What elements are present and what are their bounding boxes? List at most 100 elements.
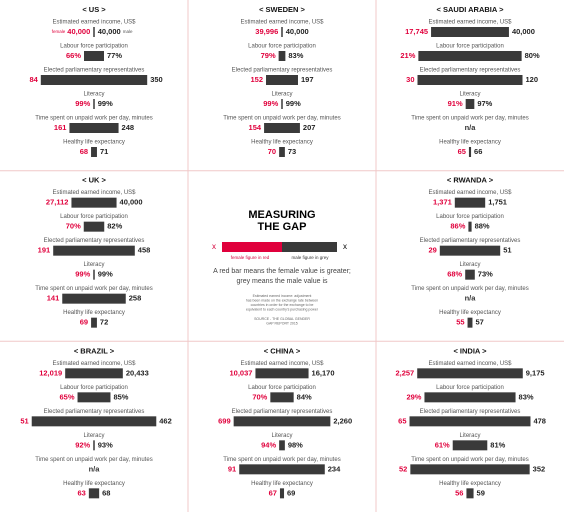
female-value: 69 xyxy=(80,318,88,327)
metric-label: Estimated earned income, US$ xyxy=(52,20,136,26)
legend-note: has been made on the exchange rate betwe… xyxy=(246,298,318,302)
male-value: 51 xyxy=(503,246,511,255)
female-value: 65 xyxy=(458,147,466,156)
female-value: 99% xyxy=(75,270,90,279)
legend-marker: x xyxy=(343,242,347,251)
legend-red-bar xyxy=(222,242,282,252)
metric-label: Labour force participation xyxy=(60,385,128,391)
gap-bar xyxy=(93,27,95,37)
metric-label: Time spent on unpaid work per day, minut… xyxy=(223,457,340,463)
panel-title: < SWEDEN > xyxy=(259,5,305,14)
metric-label: Elected parliamentary representatives xyxy=(44,238,145,244)
male-value: 69 xyxy=(287,488,295,497)
male-value: 1,751 xyxy=(488,198,507,207)
metric-label: Time spent on unpaid work per day, minut… xyxy=(35,457,152,463)
male-value: 458 xyxy=(138,246,151,255)
metric-label: Time spent on unpaid work per day, minut… xyxy=(35,116,152,122)
female-value: 39,996 xyxy=(255,27,278,36)
female-value: 65 xyxy=(398,416,406,425)
metric-label: Healthy life expectancy xyxy=(63,481,125,487)
gap-bar xyxy=(467,317,473,328)
legend-title: THE GAP xyxy=(258,221,307,233)
female-value: 30 xyxy=(406,75,414,84)
gap-bar xyxy=(91,317,97,328)
gap-bar xyxy=(281,27,283,37)
metric-label: Elected parliamentary representatives xyxy=(420,409,521,415)
metric-label: Healthy life expectancy xyxy=(63,140,125,146)
metric-label: Healthy life expectancy xyxy=(439,481,501,487)
panel-title: < CHINA > xyxy=(264,346,301,355)
male-value: 99% xyxy=(98,270,113,279)
not-available: n/a xyxy=(465,123,477,132)
metric-label: Elected parliamentary representatives xyxy=(420,68,521,74)
gap-bar xyxy=(69,123,119,133)
gap-bar xyxy=(278,51,286,61)
male-value: 83% xyxy=(288,51,303,60)
male-value: 99% xyxy=(98,99,113,108)
male-value: 84% xyxy=(297,392,312,401)
gap-bar xyxy=(93,99,95,109)
gap-bar xyxy=(40,75,148,85)
female-value: 12,019 xyxy=(39,368,62,377)
male-value: 77% xyxy=(107,51,122,60)
legend-marker: x xyxy=(212,242,216,251)
metric-label: Literacy xyxy=(83,433,104,439)
female-value: 141 xyxy=(47,294,60,303)
gap-bar xyxy=(71,197,117,208)
legend-note: Estimated earned income: adjustment xyxy=(253,294,312,298)
male-value: 16,170 xyxy=(312,368,335,377)
gap-bar xyxy=(418,51,522,61)
metric-label: Labour force participation xyxy=(436,214,504,220)
female-value: 699 xyxy=(218,416,231,425)
gap-bar xyxy=(468,221,472,232)
male-value: 83% xyxy=(519,392,534,401)
female-value: 65% xyxy=(60,392,75,401)
metric-label: Literacy xyxy=(459,433,480,439)
female-value: 61% xyxy=(435,440,450,449)
male-value: 68 xyxy=(102,488,110,497)
metric-label: Healthy life expectancy xyxy=(439,140,501,146)
gap-bar xyxy=(270,392,294,403)
legend-title: MEASURING xyxy=(248,209,315,221)
male-value: 207 xyxy=(303,123,316,132)
female-value: 40,000 xyxy=(67,27,90,36)
metric-label: Healthy life expectancy xyxy=(439,310,501,316)
metric-label: Estimated earned income, US$ xyxy=(428,20,512,26)
metric-label: Healthy life expectancy xyxy=(63,310,125,316)
gap-bar xyxy=(239,464,325,475)
male-value: 85% xyxy=(113,392,128,401)
female-value: 27,112 xyxy=(46,198,69,207)
female-value: 67 xyxy=(269,488,277,497)
legend-female: female figure in red xyxy=(231,255,270,260)
gap-bar xyxy=(279,440,285,451)
gap-bar xyxy=(409,416,531,427)
metric-label: Estimated earned income, US$ xyxy=(428,190,512,196)
metric-label: Time spent on unpaid work per day, minut… xyxy=(223,116,340,122)
male-value: 88% xyxy=(475,222,490,231)
legend-male: male figure in grey xyxy=(291,255,329,260)
male-value: 234 xyxy=(328,464,341,473)
female-value: 68% xyxy=(447,270,462,279)
female-value: 94% xyxy=(261,440,276,449)
female-value: 1,371 xyxy=(433,198,452,207)
metric-label: Literacy xyxy=(83,262,104,268)
female-word: female xyxy=(52,29,66,34)
gap-bar xyxy=(439,245,501,256)
female-value: 79% xyxy=(261,51,276,60)
female-value: 154 xyxy=(249,123,262,132)
gap-bar xyxy=(88,488,100,499)
metric-label: Labour force participation xyxy=(436,44,504,50)
metric-label: Healthy life expectancy xyxy=(251,481,313,487)
metric-label: Labour force participation xyxy=(248,44,316,50)
male-value: 350 xyxy=(150,75,163,84)
legend-note: equivalent to each country's purchasing … xyxy=(246,307,319,311)
male-value: 81% xyxy=(490,440,505,449)
female-value: 92% xyxy=(75,440,90,449)
female-value: 29% xyxy=(406,392,421,401)
legend-source: SOURCE - THE GLOBAL GENDER xyxy=(254,317,310,321)
gap-bar xyxy=(264,123,300,133)
gap-bar xyxy=(255,368,309,379)
metric-label: Time spent on unpaid work per day, minut… xyxy=(411,457,528,463)
metric-label: Elected parliamentary representatives xyxy=(420,238,521,244)
